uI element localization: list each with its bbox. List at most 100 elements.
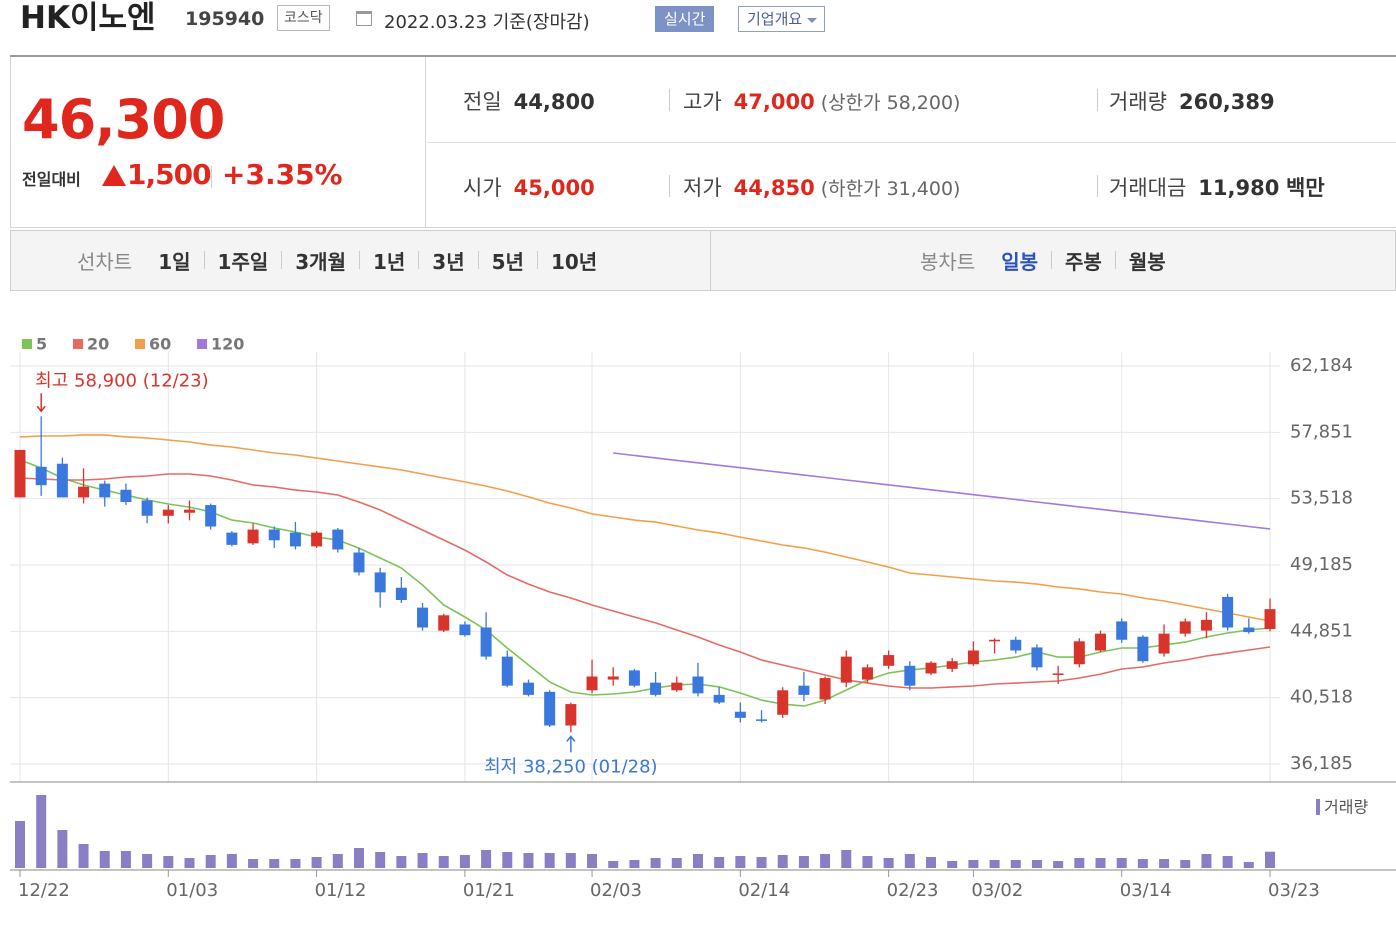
- period-tab[interactable]: 1년: [372, 249, 406, 274]
- realtime-button[interactable]: 실시간: [655, 6, 715, 32]
- volume-bar: [904, 854, 915, 868]
- volume-bar: [883, 858, 894, 868]
- volume-bar: [290, 859, 301, 868]
- y-tick-label: 57,851: [1290, 421, 1353, 442]
- stat-value: 11,980: [1198, 176, 1280, 200]
- period-tab[interactable]: 월봉: [1128, 249, 1166, 274]
- candle-body: [1200, 619, 1212, 631]
- nav-label: 선차트: [77, 249, 133, 274]
- candle-body: [1010, 639, 1022, 651]
- volume-bar: [1180, 860, 1191, 868]
- separator: [1114, 251, 1116, 269]
- ma-line: [19, 473, 1271, 689]
- volume-bar: [1053, 861, 1064, 868]
- volume-bar: [608, 861, 619, 868]
- volume-bar: [438, 856, 449, 868]
- period-tab[interactable]: 3년: [432, 249, 465, 274]
- x-tick-label: 02/03: [590, 880, 642, 901]
- high-arrow: [36, 393, 46, 413]
- y-tick-label: 44,851: [1290, 620, 1353, 641]
- stat-prev: 전일 44,800: [463, 86, 595, 116]
- x-tick-label: 03/23: [1268, 880, 1320, 901]
- candle-body: [459, 624, 471, 636]
- current-price: 46,300: [22, 88, 225, 151]
- volume-bar: [587, 854, 598, 868]
- volume-bar: [565, 853, 576, 868]
- stat-label: 거래대금: [1109, 176, 1187, 200]
- volume-bar: [671, 858, 682, 868]
- candle-body: [650, 682, 662, 695]
- candle-body: [226, 532, 238, 545]
- candle-body: [1243, 627, 1255, 633]
- separator: [203, 251, 205, 269]
- candle-body: [586, 676, 598, 691]
- candle-body: [1116, 621, 1128, 640]
- separator: [211, 166, 212, 188]
- candle-body: [522, 682, 534, 695]
- change-label: 전일대비: [22, 170, 81, 189]
- candle-body: [861, 667, 873, 680]
- stat-open: 시가 45,000: [463, 172, 595, 202]
- up-arrow: [102, 165, 126, 186]
- candle-body: [1052, 673, 1064, 675]
- x-tick-label: 03/14: [1120, 880, 1172, 901]
- candle-body: [438, 615, 450, 631]
- period-tab[interactable]: 3개월: [295, 249, 346, 274]
- ma-line: [19, 434, 1271, 622]
- x-tick-label: 01/21: [463, 880, 515, 901]
- separator: [669, 89, 670, 111]
- y-tick-label: 40,518: [1290, 687, 1353, 708]
- candle-body: [989, 639, 1001, 642]
- candle-body: [883, 655, 895, 666]
- volume-bar: [544, 853, 555, 868]
- candle-body: [925, 662, 937, 674]
- candle-body: [78, 486, 90, 498]
- volume-bar: [947, 861, 958, 868]
- company-info-label: 기업개요: [747, 10, 803, 28]
- stat-label: 고가: [683, 90, 722, 114]
- candle-body: [756, 719, 768, 721]
- stat-label: 시가: [463, 176, 502, 200]
- volume-bar: [248, 859, 259, 868]
- period-tab[interactable]: 1주일: [217, 249, 269, 274]
- volume-bar: [99, 851, 110, 868]
- candle-body: [162, 509, 174, 516]
- candle-body: [840, 656, 852, 683]
- volume-bar: [502, 852, 513, 868]
- stat-volume: 거래량 260,389: [1109, 86, 1275, 116]
- candle-body: [35, 466, 47, 486]
- legend-label: 20: [87, 335, 109, 354]
- period-tab[interactable]: 일봉: [1001, 249, 1039, 274]
- period-tab[interactable]: 10년: [550, 249, 598, 274]
- stat-note: (하한가 31,400): [820, 178, 961, 200]
- volume-bar: [1031, 860, 1042, 868]
- period-tab[interactable]: 1일: [158, 249, 191, 274]
- period-tab[interactable]: 5년: [491, 249, 524, 274]
- company-info-button[interactable]: 기업개요: [738, 6, 826, 32]
- volume-bar: [1137, 859, 1148, 868]
- candle-body: [480, 627, 492, 657]
- volume-bar: [735, 856, 746, 868]
- stat-value: 44,800: [513, 90, 595, 114]
- separator: [477, 251, 479, 269]
- x-tick-label: 01/12: [315, 880, 367, 901]
- stat-label: 전일: [463, 90, 502, 114]
- volume-bar: [989, 860, 1000, 868]
- candle-body: [332, 529, 344, 550]
- calendar-icon: [356, 11, 372, 26]
- volume-bar: [353, 848, 364, 868]
- volume-bar: [226, 854, 237, 868]
- period-tab[interactable]: 주봉: [1065, 249, 1102, 274]
- candle-body: [671, 682, 683, 691]
- volume-bar: [142, 854, 153, 868]
- volume-bar: [926, 857, 937, 868]
- candle-body: [967, 650, 979, 665]
- volume-bar: [1116, 858, 1127, 868]
- volume-bar: [1265, 851, 1275, 868]
- candle-body: [1158, 633, 1170, 654]
- stock-code: 195940: [185, 8, 265, 30]
- ma-line: [613, 452, 1271, 530]
- stat-note: (상한가 58,200): [820, 92, 961, 114]
